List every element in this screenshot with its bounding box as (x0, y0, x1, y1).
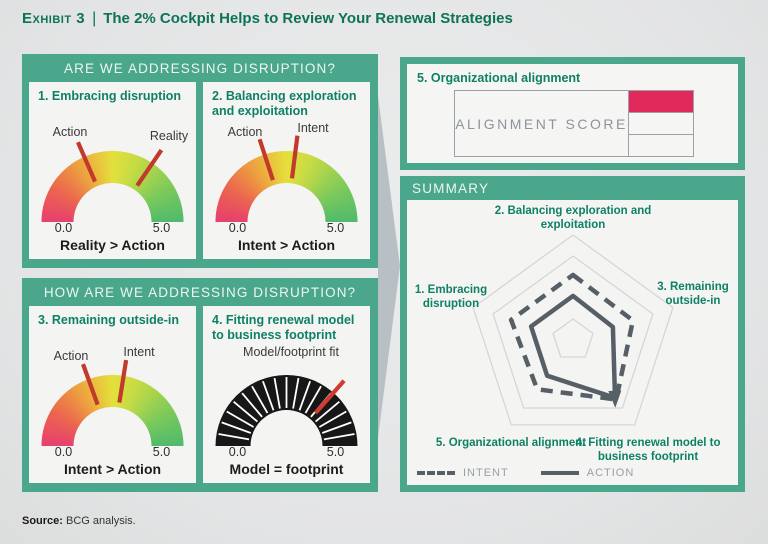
summary-header: SUMMARY (412, 181, 490, 196)
exhibit-title: Exhibit 3 | The 2% Cockpit Helps to Review… (22, 10, 513, 28)
title-text: The 2% Cockpit Helps to Review Your Rene… (103, 10, 513, 27)
summary-card: 2. Balancing exploration and exploitatio… (407, 200, 738, 485)
panel-are-we-addressing: ARE WE ADDRESSING DISRUPTION? Action Real… (22, 54, 378, 268)
flow-arrow-icon (378, 96, 400, 438)
alignment-card: 5. Organizational alignment ALIGNMENT SC… (407, 64, 738, 163)
gauge-caption: Intent > Action (63, 461, 162, 477)
panel-summary: SUMMARY 2. Balancing exploration and exp… (400, 176, 745, 492)
svg-text:0.0: 0.0 (55, 445, 72, 459)
svg-text:0.0: 0.0 (229, 221, 246, 235)
radar-axis-label-alignment: 5. Organizational alignment (435, 437, 587, 449)
source-note: Source: BCG analysis. (22, 515, 136, 527)
svg-text:0.0: 0.0 (55, 221, 72, 235)
gauge-card-row: Action Intent 0.0 5.0 3. Remaining outside-… (29, 306, 370, 483)
source-label: Source: (22, 515, 63, 527)
svg-text:0.0: 0.0 (229, 445, 246, 459)
gauge-title: 1. Embracing disruption (38, 89, 182, 103)
radar-legend: INTENT ACTION (417, 467, 634, 479)
gauge-dial: Action Intent 0.0 5.0 (41, 345, 184, 459)
gauge-card-balancing-exploration: Action Intent 0.0 5.0 2. Balancing explorat… (203, 82, 370, 259)
svg-text:5.0: 5.0 (327, 221, 344, 235)
gauge-caption: Intent > Action (237, 237, 336, 253)
legend-label-action: ACTION (586, 467, 635, 479)
score-cell (629, 113, 693, 135)
svg-text:5.0: 5.0 (327, 445, 344, 459)
gauge-dial: Model/footprint fit 0.0 5.0 (215, 345, 358, 459)
gauge-dial: Action Reality 0.0 5.0 (41, 125, 189, 235)
alignment-score-box: ALIGNMENT SCORE (454, 90, 694, 157)
alignment-title: 5. Organizational alignment (417, 71, 581, 85)
gauge-dial: Action Intent 0.0 5.0 (215, 121, 358, 235)
svg-text:Action: Action (228, 125, 263, 139)
svg-text:Action: Action (54, 349, 89, 363)
svg-text:5.0: 5.0 (153, 221, 170, 235)
intent-dashed-line-swatch (417, 471, 455, 475)
score-cell (629, 91, 693, 113)
radar-axis-label-fitting: 4. Fitting renewal model to business foo… (575, 437, 721, 464)
svg-text:Model/footprint fit: Model/footprint fit (243, 345, 339, 359)
exhibit-label: Exhibit 3 (22, 10, 86, 27)
alignment-score-cells (628, 91, 693, 156)
radar-chart (472, 234, 674, 426)
panel-header: HOW ARE WE ADDRESSING DISRUPTION? (43, 285, 357, 300)
gauge-caption: Reality > Action (60, 237, 165, 253)
gauge-card-embracing-disruption: Action Reality 0.0 5.0 1. Embracing disrupt… (29, 82, 196, 259)
source-text: BCG analysis. (66, 515, 136, 527)
action-solid-line-swatch (540, 471, 579, 475)
gauge-card-row: Action Reality 0.0 5.0 1. Embracing disrupt… (29, 82, 370, 259)
gauge-title: 2. Balancing exploration and exploitatio… (212, 89, 357, 118)
title-separator: | (92, 10, 97, 27)
gauge-title: 4. Fitting renewal model to business foo… (212, 313, 355, 342)
svg-text:Reality: Reality (150, 129, 189, 143)
panel-organizational-alignment: 5. Organizational alignment ALIGNMENT SC… (400, 57, 745, 170)
gauge-caption: Model = footprint (229, 461, 344, 477)
svg-text:Intent: Intent (297, 121, 329, 135)
svg-text:Action: Action (53, 125, 88, 139)
alignment-score-label: ALIGNMENT SCORE (455, 115, 628, 132)
legend-label-intent: INTENT (463, 467, 509, 479)
radar-axis-label-embracing: 1. Embracing disruption (414, 284, 488, 311)
panel-header: ARE WE ADDRESSING DISRUPTION? (64, 61, 336, 76)
gauge-card-remaining-outside-in: Action Intent 0.0 5.0 3. Remaining outside-… (29, 306, 196, 483)
svg-text:5.0: 5.0 (153, 445, 170, 459)
gauge-card-fitting-renewal-model: Model/footprint fit 0.0 5.0 4. Fitting ren… (203, 306, 370, 483)
score-cell (629, 135, 693, 156)
radar-axis-label-outside-in: 3. Remaining outside-in (657, 281, 729, 308)
svg-text:Intent: Intent (123, 345, 155, 359)
radar-axis-label-balancing: 2. Balancing exploration and exploitatio… (494, 205, 652, 232)
panel-how-are-we-addressing: HOW ARE WE ADDRESSING DISRUPTION? Action… (22, 278, 378, 492)
gauge-title: 3. Remaining outside-in (38, 313, 179, 327)
